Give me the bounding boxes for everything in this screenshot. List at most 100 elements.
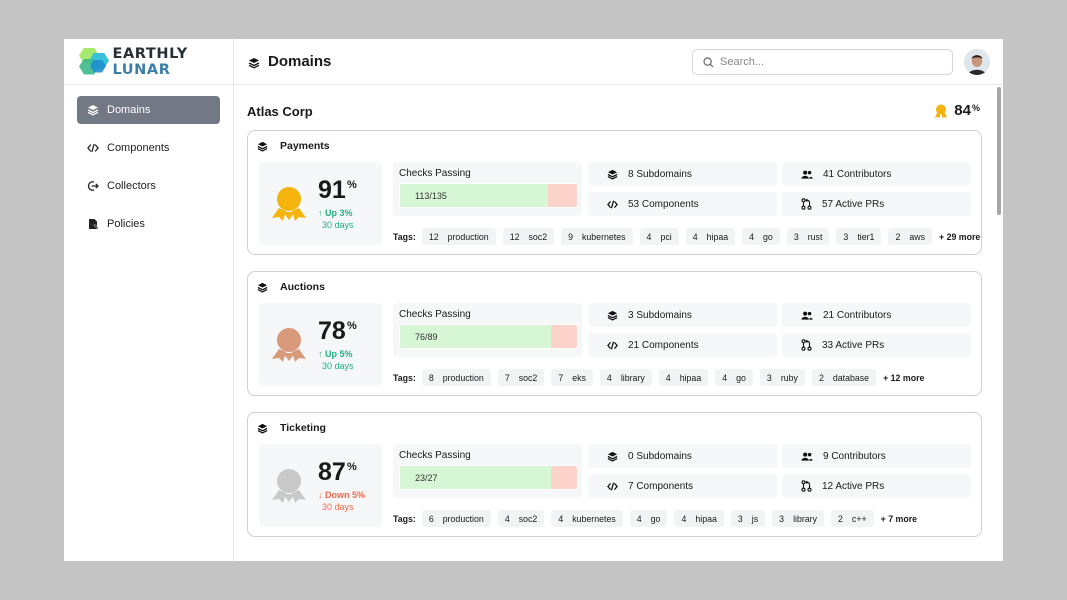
active-prs-text: 57 Active PRs [822,198,885,210]
sidebar-item-domains[interactable]: Domains [77,96,220,124]
score-unit: % [347,320,357,332]
tag-chip[interactable]: 7 soc2 [497,369,545,386]
subdomains-stat[interactable]: 8 Subdomains [588,162,777,186]
page-title: Domains [268,53,332,70]
tag-chip[interactable]: 9 kubernetes [561,228,633,245]
more-tags-link[interactable]: + 7 more [880,513,918,524]
checks-progress-bar[interactable]: 76/89 [399,324,578,349]
org-score: 84 % [933,102,980,119]
brand[interactable]: EARTHLY LUNAR [64,39,233,85]
tag-name: aws [909,231,925,242]
active-prs-stat[interactable]: 12 Active PRs [782,474,971,498]
tag-name: eks [572,372,586,383]
tag-name: hipaa [695,513,717,524]
tag-chip[interactable]: 3 ruby [759,369,805,386]
subdomains-text: 0 Subdomains [628,450,692,462]
checks-progress-bar[interactable]: 113/135 [399,183,578,208]
tag-count: 4 [606,372,612,383]
checks-pass-fill [400,325,552,348]
sidebar-item-label: Components [107,142,170,154]
avatar[interactable] [964,49,990,75]
checks-progress-bar[interactable]: 23/27 [399,465,578,490]
subdomains-stat[interactable]: 3 Subdomains [588,303,777,327]
subdomains-stat[interactable]: 0 Subdomains [588,444,777,468]
contributors-stat[interactable]: 41 Contributors [782,162,971,186]
tag-chip[interactable]: 3 js [730,510,766,527]
more-tags-link[interactable]: + 12 more [883,372,925,383]
tag-count: 9 [568,231,573,242]
tag-chip[interactable]: 6 production [421,510,491,527]
domain-card[interactable]: Payments 91 % ↑ Up 3% 30 days Checks Pas… [247,130,982,255]
tag-count: 4 [722,372,728,383]
tag-chip[interactable]: 4 kubernetes [551,510,623,527]
domain-card[interactable]: Ticketing 87 % ↓ Down 5% 30 days Checks … [247,412,982,537]
domain-title[interactable]: Auctions [257,281,325,293]
tag-name: kubernetes [572,513,616,524]
active-prs-text: 12 Active PRs [822,480,885,492]
search-icon [703,56,714,67]
components-stat[interactable]: 21 Components [588,333,777,357]
tag-chip[interactable]: 4 go [742,228,780,245]
domain-title[interactable]: Payments [257,140,330,152]
tag-list: Tags: 8 production 7 soc2 7 eks 4 librar… [393,369,924,386]
tag-chip[interactable]: 3 rust [786,228,830,245]
checks-count: 113/135 [415,191,447,201]
sidebar-item-collectors[interactable]: Collectors [77,172,220,200]
pull-request-icon [801,339,812,351]
components-text: 7 Components [628,480,694,492]
domain-name: Auctions [280,281,325,293]
tag-chip[interactable]: 2 database [811,369,877,386]
tag-chip[interactable]: 2 c++ [831,510,874,527]
tag-chip[interactable]: 3 tier1 [836,228,882,245]
more-tags-link[interactable]: + 29 more [939,231,981,242]
sidebar-item-policies[interactable]: Policies [77,210,220,238]
tag-chip[interactable]: 4 go [629,510,668,527]
checks-panel: Checks Passing 23/27 [393,444,582,498]
tag-chip[interactable]: 8 production [421,369,491,386]
tag-chip[interactable]: 4 hipaa [674,510,724,527]
tag-chip[interactable]: 3 library [772,510,825,527]
tag-name: database [832,372,870,383]
gold-medal-icon [269,184,309,224]
search-input[interactable]: Search... [692,49,953,75]
tag-chip[interactable]: 12 production [421,228,496,245]
components-stat[interactable]: 53 Components [588,192,777,216]
layers-icon [257,423,268,434]
tag-name: soc2 [518,513,538,524]
tag-chip[interactable]: 4 pci [639,228,679,245]
components-stat[interactable]: 7 Components [588,474,777,498]
layers-icon [248,56,260,69]
tag-chip[interactable]: 4 hipaa [685,228,736,245]
tag-chip[interactable]: 4 soc2 [497,510,545,527]
contributors-stat[interactable]: 9 Contributors [782,444,971,468]
tag-chip[interactable]: 4 go [715,369,753,386]
code-icon [87,142,99,154]
active-prs-stat[interactable]: 57 Active PRs [782,192,971,216]
gold-medal-icon [935,104,948,118]
tag-count: 4 [646,231,652,242]
tag-name: hipaa [679,372,702,383]
tag-count: 4 [504,513,510,524]
trend-text: Up 3% [325,208,353,218]
tag-chip[interactable]: 2 aws [888,228,932,245]
tag-count: 7 [558,372,564,383]
scrollbar[interactable] [997,87,1001,215]
sidebar-item-components[interactable]: Components [77,134,220,162]
tag-chip[interactable]: 4 hipaa [658,369,709,386]
contributors-text: 21 Contributors [823,309,892,321]
checks-panel: Checks Passing 76/89 [393,303,582,357]
domain-card[interactable]: Auctions 78 % ↑ Up 5% 30 days Checks Pas… [247,271,982,396]
people-icon [801,311,813,320]
tag-chip[interactable]: 12 soc2 [502,228,555,245]
contributors-stat[interactable]: 21 Contributors [782,303,971,327]
domain-name: Payments [280,140,330,152]
active-prs-stat[interactable]: 33 Active PRs [782,333,971,357]
active-prs-text: 33 Active PRs [822,339,885,351]
tag-chip[interactable]: 4 library [599,369,652,386]
tag-chip[interactable]: 7 eks [551,369,593,386]
score-panel: 91 % ↑ Up 3% 30 days [259,162,382,245]
domain-title[interactable]: Ticketing [257,422,326,434]
tag-count: 4 [665,372,671,383]
subdomains-text: 3 Subdomains [628,309,692,321]
trend-period: 30 days [322,361,354,371]
